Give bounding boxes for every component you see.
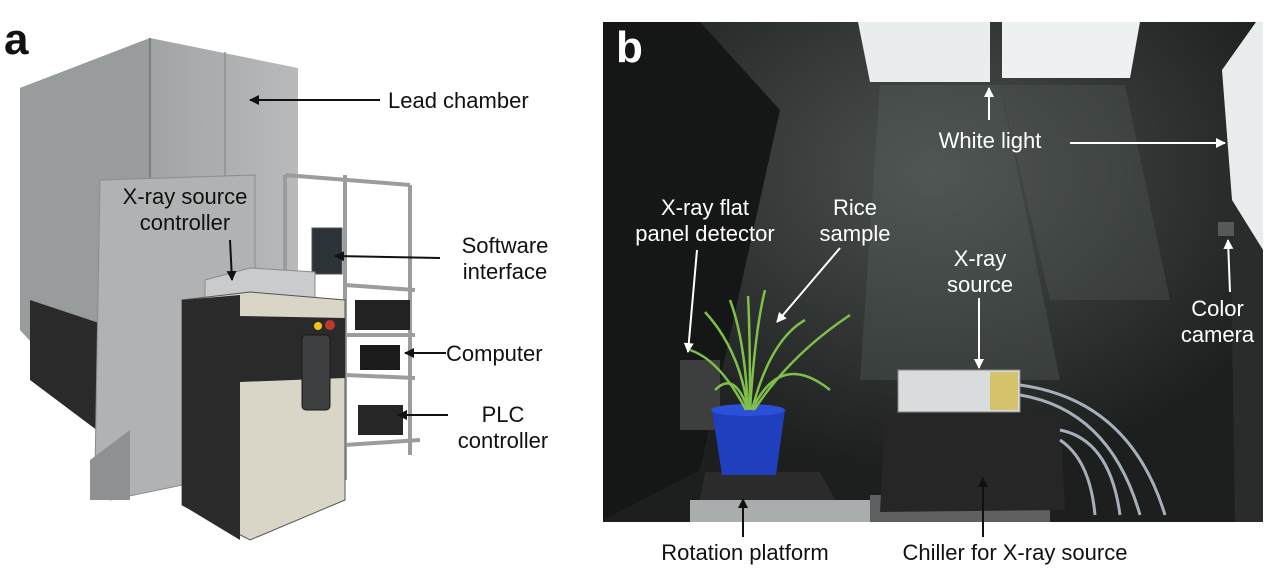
computer-box [360,345,400,370]
panel-a-arrows [226,95,448,420]
label-color-camera: Color camera [1180,296,1255,347]
panel-b-letter: b [616,23,643,72]
plc-box [358,405,403,435]
label-software-interface: Software interface [461,233,549,284]
arrow-color-camera [1223,239,1234,293]
label-rotation-platform: Rotation platform [661,540,829,565]
rice-pot [712,410,785,475]
label-chiller: Chiller for X-ray source [902,540,1128,565]
side-window [1222,22,1263,250]
panel-a-photo [20,38,421,541]
label-lead-chamber: Lead chamber [388,88,529,113]
teach-pendant [301,334,331,411]
arrow-flat-panel [683,249,698,353]
label-computer: Computer [446,341,543,366]
label-rice-sample: Rice sample [819,195,891,246]
rotation-platform [700,472,835,500]
rice-plant [689,289,851,411]
chiller-box [880,415,1065,512]
label-xray-source-controller: X-ray source controller [122,184,248,235]
label-plc-controller: PLC controller [457,402,549,453]
panel-a-letter: a [4,15,29,64]
control-panel [355,300,410,330]
panel-b-arrows [683,87,1234,537]
arrow-software-interface [334,251,441,262]
label-white-light: White light [938,128,1042,153]
skylight-left [858,22,990,82]
panel-b-photo [603,22,1263,522]
label-flat-panel-detector: X-ray flat panel detector [635,195,775,246]
monitor [311,227,343,275]
color-camera [1218,222,1234,236]
arrow-rice-sample [776,247,841,323]
arrow-xray-controller [226,239,237,281]
skylight-right [1002,22,1140,78]
label-xray-source: X-ray source [946,246,1014,297]
